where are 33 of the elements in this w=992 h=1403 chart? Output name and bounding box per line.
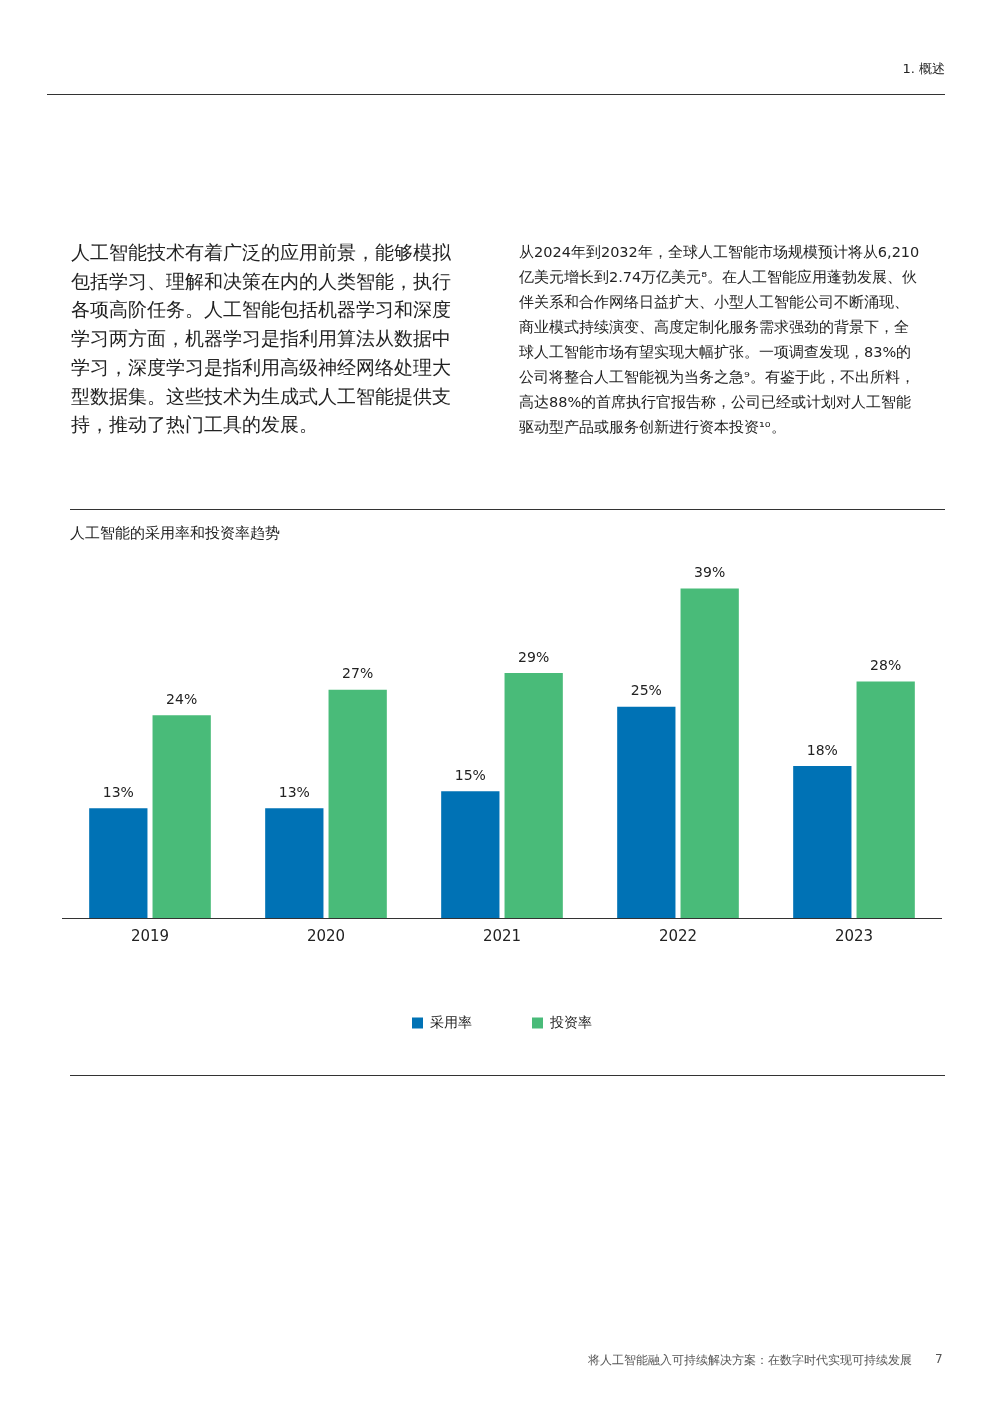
bar <box>793 765 852 918</box>
x-tick-label: 2023 <box>834 926 874 945</box>
text: 将人工智能融入可持续解决方案：在数字时代实现可持续发展 <box>587 1352 912 1369</box>
bar <box>441 791 500 918</box>
x-tick-label: 2021 <box>482 926 522 945</box>
data-label: 24% <box>166 690 198 707</box>
data-label: 18% <box>806 741 838 758</box>
x-tick-label: 2020 <box>306 926 346 945</box>
data-label: 13% <box>102 783 134 800</box>
data-label: 25% <box>630 682 662 699</box>
bar <box>617 706 676 918</box>
bar <box>504 672 563 918</box>
data-label: 39% <box>694 564 726 581</box>
chart-title: 人工智能的采用率和投资率趋势 <box>70 509 945 543</box>
bar <box>265 808 324 918</box>
data-label: 15% <box>454 766 486 783</box>
bar <box>328 689 387 918</box>
data-label: 28% <box>870 657 902 674</box>
x-tick-label: 2019 <box>130 926 170 945</box>
bar <box>89 808 148 918</box>
text: 人工智能技术有着广泛的应用前景，能够模拟包括学习、理解和决策在内的人类智能，执行各项高阶任务。人工智能包括机器学习和深度学习两方面，机器学习是指利用算法从数据中学习，深度学习是指利用高级神经网络处理大型数据集。这些技术为生成式人工智能提供支持，推动了热门工具的发展。 <box>71 240 452 438</box>
bar <box>680 588 739 918</box>
text: 1. 概述 <box>47 60 945 95</box>
legend-label: 采用率 <box>430 1013 472 1030</box>
legend-label: 投资率 <box>549 1013 592 1030</box>
bar <box>856 681 915 918</box>
bar <box>152 715 211 918</box>
text: 7 <box>935 1352 943 1366</box>
x-tick-label: 2022 <box>658 926 698 945</box>
data-label: 13% <box>278 783 310 800</box>
data-label: 29% <box>518 648 550 665</box>
data-label: 27% <box>342 665 374 682</box>
text: 从2024年到2032年，全球人工智能市场规模预计将从6,210亿美元增长到2.74万亿美元⁸。在人工智能应用蓬勃发展、伙伴关系和合作网络日益扩大、小型人工智能公司不断涌现、商业模式持续演变、高度定制化服务需求强劲的背景下，全球人工智能市场有望实现大幅扩张。一项调查发现，83%的公司将整合人工智能视为当务之急⁹。有鉴于此，不出所料，高达88%的首席执行官报告称，公司已经或计划对人工智能驱动型产品或服务创新进行资本投资¹⁰。 <box>519 243 921 437</box>
